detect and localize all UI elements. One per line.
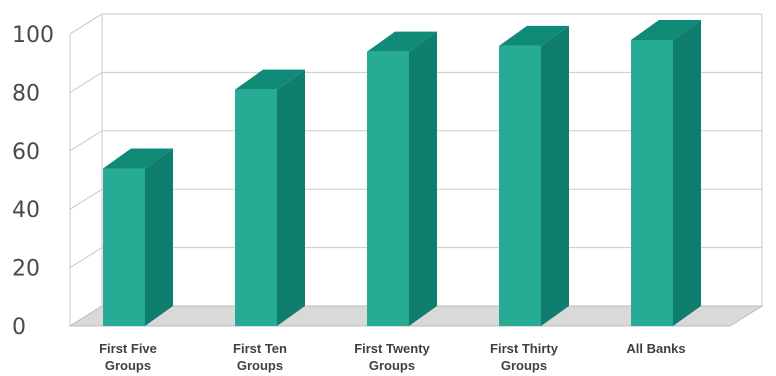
- x-tick-label: First Five: [99, 341, 157, 356]
- bar-side: [541, 25, 569, 327]
- x-tick-label: First Thirty: [490, 341, 559, 356]
- y-tick-label: 80: [12, 81, 40, 106]
- x-axis-ticks: First Five Groups First Ten Groups First Twe…: [99, 341, 686, 373]
- bar-front: [499, 45, 541, 327]
- x-tick-label: Groups: [237, 358, 283, 373]
- bar: [235, 69, 305, 326]
- x-tick-label: First Ten: [233, 341, 287, 356]
- x-tick-label: Groups: [501, 358, 547, 373]
- bar-side: [145, 148, 173, 326]
- y-tick-label: 40: [12, 198, 40, 223]
- y-tick-label: 60: [12, 140, 40, 165]
- gridline-left: [69, 188, 103, 210]
- y-tick-label: 0: [12, 315, 26, 340]
- y-tick-label: 20: [12, 257, 40, 282]
- gridline-left: [69, 247, 103, 269]
- bar: [631, 20, 701, 326]
- bar-side: [673, 20, 701, 326]
- x-tick-label: All Banks: [626, 341, 685, 356]
- bar-top: [103, 148, 173, 169]
- bar-top: [499, 25, 569, 46]
- left-wall: [69, 13, 103, 327]
- y-axis-ticks: 0 20 40 60 80 100: [12, 23, 54, 340]
- gridline-left: [69, 71, 103, 93]
- bar-top: [367, 31, 437, 52]
- bar-front: [235, 89, 277, 326]
- bar: [499, 25, 569, 327]
- x-tick-label: First Twenty: [354, 341, 430, 356]
- bar-side: [277, 69, 305, 326]
- bar-front: [631, 40, 673, 326]
- x-tick-label: Groups: [369, 358, 415, 373]
- bar: [103, 148, 173, 326]
- bar-front: [103, 168, 145, 326]
- bar-front: [367, 51, 409, 327]
- y-tick-label: 100: [12, 23, 54, 48]
- gridline-left: [69, 13, 103, 35]
- bar: [367, 31, 437, 327]
- bar-top: [631, 20, 701, 40]
- gridline-left: [69, 130, 103, 152]
- bars: [103, 20, 701, 327]
- x-tick-label: Groups: [105, 358, 151, 373]
- bar-top: [235, 69, 305, 90]
- bar-side: [409, 31, 437, 327]
